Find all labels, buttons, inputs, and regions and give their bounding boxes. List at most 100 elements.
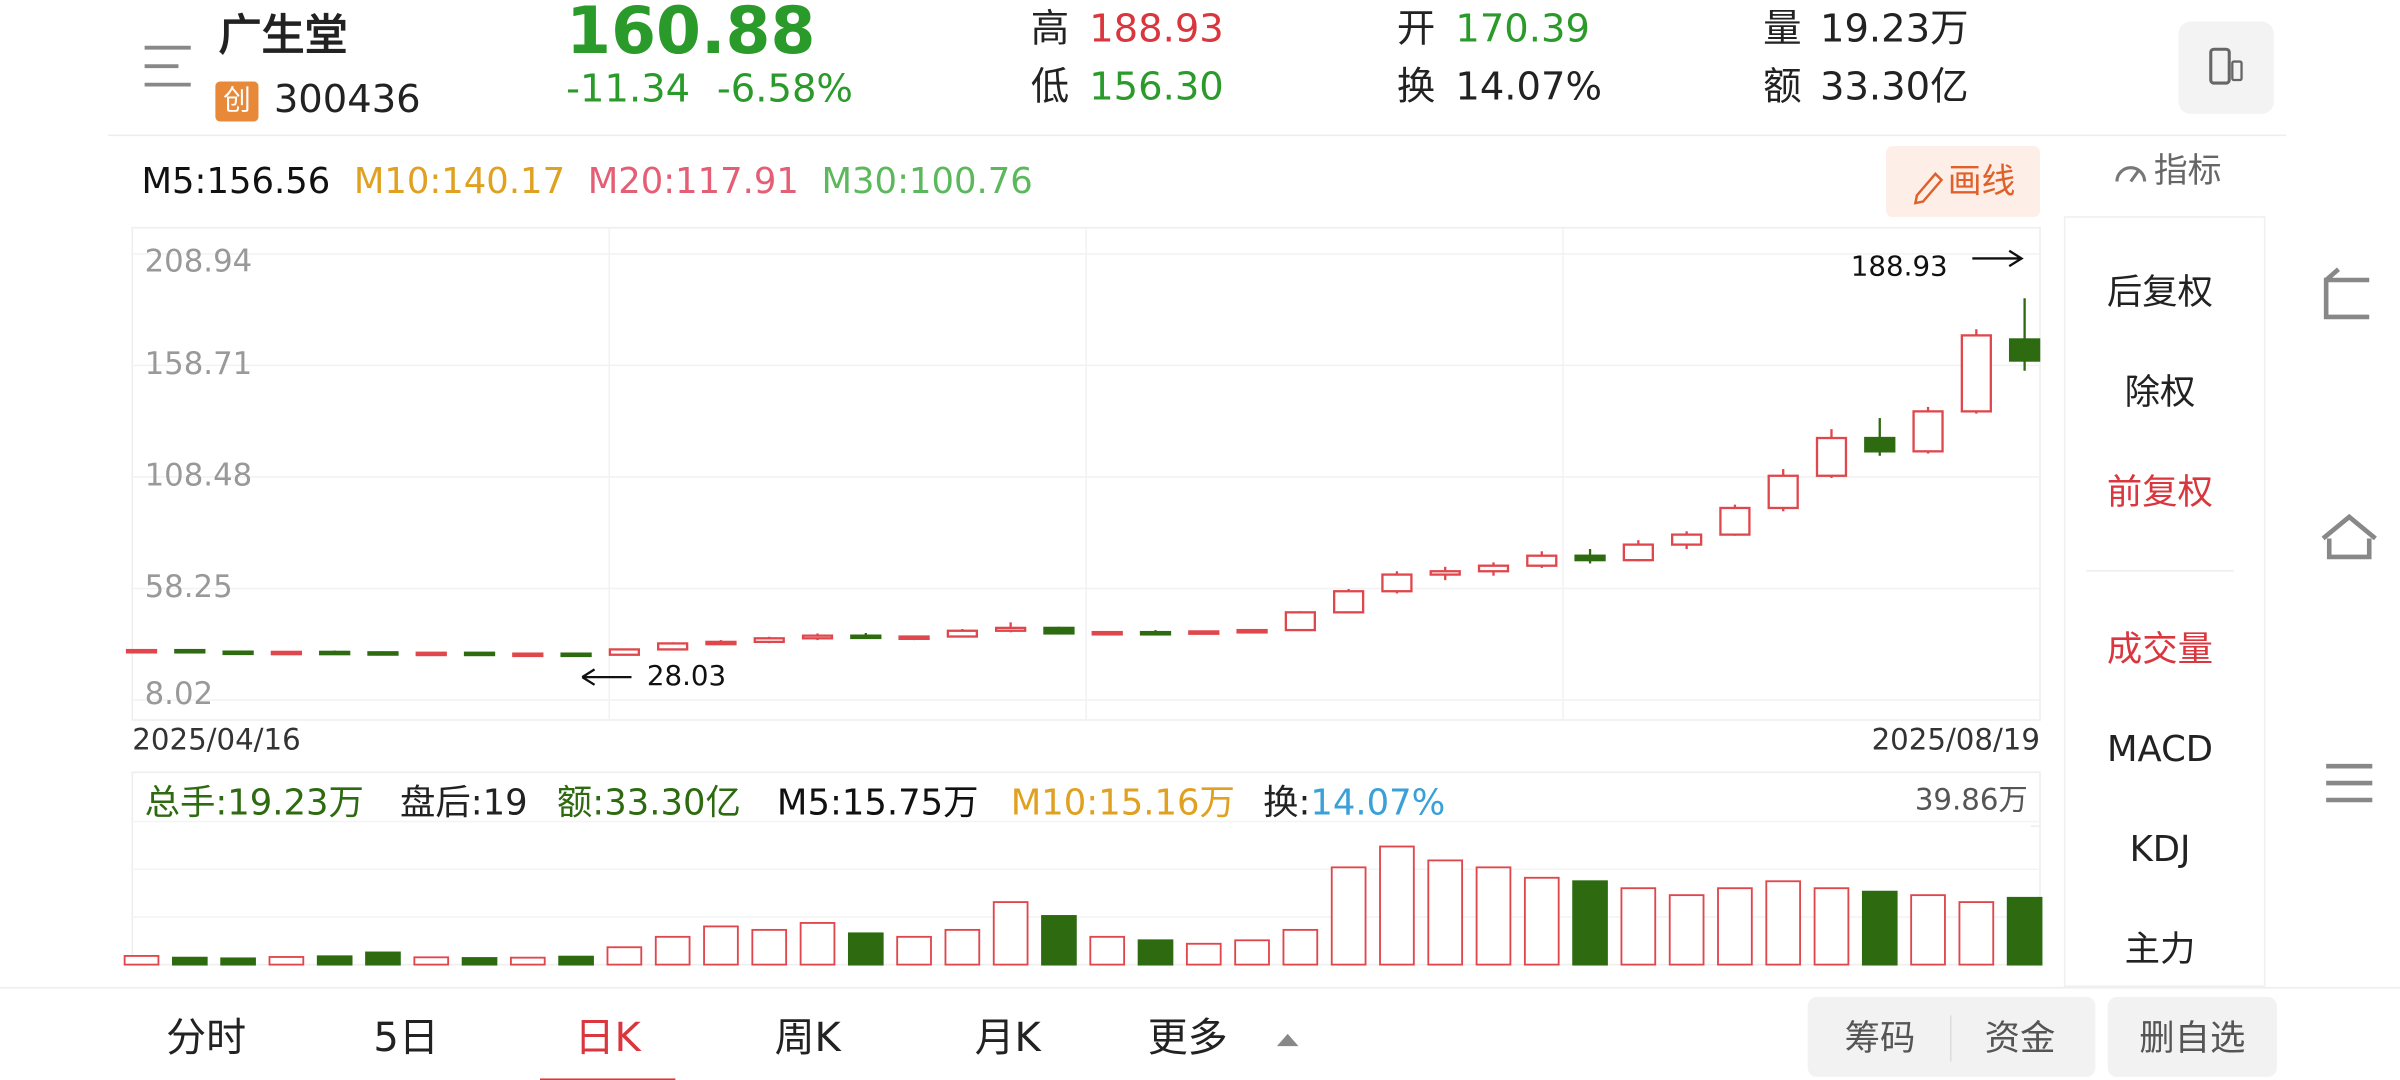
arrow [581,668,632,686]
side-item[interactable]: 成交量 [2107,629,2213,670]
tool-button[interactable]: 删自选 [2139,1018,2245,1059]
volume-tick-label: 39.86万 [1915,783,2028,817]
volume-bar [654,935,691,966]
side-item[interactable]: 除权 [2125,372,2196,413]
high: 188.93 [1089,6,1224,51]
candle-body [174,648,206,654]
candle-body [1864,436,1896,453]
candle-body [367,651,399,656]
volume-bar [896,935,932,966]
turnover: 14.07% [1455,65,1602,110]
side-item[interactable]: 前复权 [2107,472,2213,513]
tab[interactable]: 分时 [166,1015,246,1061]
candle-body [1139,630,1172,636]
candle-body [512,652,544,658]
badge-text: 创 [223,84,251,117]
tool-group [2107,996,2277,1077]
candle-body [657,642,689,651]
volume-bar [1717,887,1753,966]
candle-body [1912,410,1944,453]
volume-bar [1620,887,1657,966]
tab[interactable]: 周K [775,1015,843,1061]
volume-bar [1958,901,1995,966]
draw-button-text[interactable]: 画线 [1948,162,2016,201]
ma-legend: M5:156.56 [142,161,331,202]
tab[interactable]: 月K [975,1015,1043,1061]
volume-bar [1041,915,1077,966]
x-start-label: 2025/04/16 [132,723,300,757]
volume-bar [558,955,594,966]
volume-ma-legend: M5:15.75万 [777,783,979,824]
indicator-text[interactable]: 指标 [2154,151,2222,190]
tab[interactable]: 5日 [373,1015,438,1061]
candle-body [1429,570,1461,576]
candle-body [1188,630,1220,635]
candle-body [560,652,592,658]
volume-legend: 总手:19.23万 [145,783,364,824]
candle-body [463,651,496,657]
volume-bar [751,928,788,966]
volume-bar [1861,890,1898,966]
volume-bar [1137,939,1174,966]
device-button[interactable] [2178,21,2274,114]
volume-bar [847,932,884,966]
open: 170.39 [1455,6,1590,51]
side-item[interactable]: KDJ [2130,829,2191,870]
volume-bar [992,901,1029,966]
badge [215,81,259,122]
side-panel [2063,216,2266,987]
candle-body [222,650,254,656]
low: 156.30 [1089,65,1224,110]
volume-bar [1089,935,1126,966]
nav-back[interactable] [2323,267,2370,320]
volume-bar [1910,894,1946,966]
volume-bar [268,956,305,966]
volume-bar [1523,876,1560,966]
label: 低 [1031,65,1069,110]
volume-bar [1427,859,1464,966]
candle-body [1236,628,1268,634]
volume-bar [413,956,450,966]
candle-body [1333,590,1365,614]
ma-legend: M10:140.17 [354,161,565,202]
candle-body [850,634,882,640]
volume-turnover: 14.07% [1310,783,1445,824]
candle-body [705,640,737,646]
volume-bar [172,956,208,966]
tab[interactable]: 日K [575,1015,643,1061]
tab-underline [540,1078,676,1080]
tool-button[interactable]: 筹码 [1845,1018,1916,1059]
tab[interactable]: 更多 [1148,1015,1228,1061]
volume: 19.23万 [1820,6,1969,51]
y-tick-label: 108.48 [145,457,253,493]
candle-body [1960,334,1992,413]
candle-body [898,635,930,640]
nav-menu[interactable] [2326,763,2373,803]
candle-body [1043,626,1075,635]
draw-button[interactable]: 画线 [1886,146,2040,217]
volume-bar [1234,939,1270,966]
candle-body [270,650,303,656]
indicator-button[interactable]: 指标 [2115,151,2222,190]
candle-body [1815,436,1848,477]
side-item[interactable]: 主力 [2125,929,2196,970]
arrow [1972,249,2024,268]
menu-icon[interactable] [144,45,191,87]
more-arrow[interactable] [1276,1033,1299,1047]
volume-bar [1765,880,1802,966]
candle-body [2008,338,2041,362]
side-item[interactable]: MACD [2107,729,2213,770]
change: -11.34 [566,66,690,111]
tool-button[interactable]: 资金 [1985,1018,2056,1059]
side-item[interactable]: 后复权 [2107,272,2213,313]
volume-bar [1475,866,1512,966]
label: 量 [1763,6,1801,51]
volume-bar [461,957,498,966]
candle-body [1622,543,1654,562]
candle-body [1574,554,1606,562]
volume-bar [365,951,401,966]
candle-body [995,626,1027,632]
nav-home[interactable] [2321,513,2377,560]
volume-bar [944,928,981,966]
